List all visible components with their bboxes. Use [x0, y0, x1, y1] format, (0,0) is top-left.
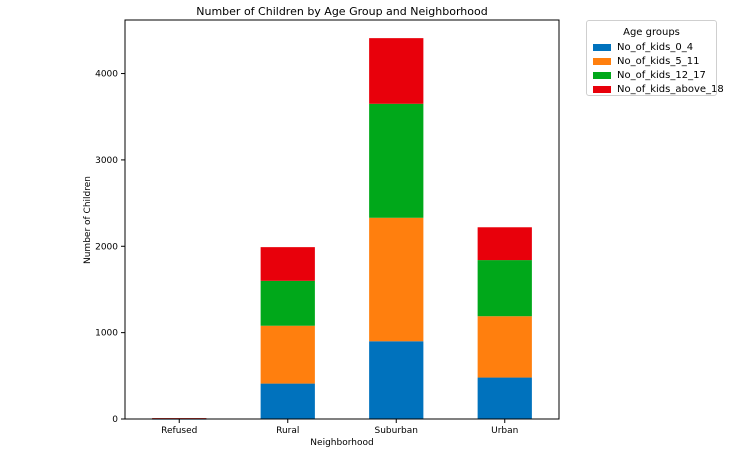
x-axis-label: Neighborhood: [310, 438, 373, 448]
bar-rural-no-of-kids-5-11: [260, 325, 315, 384]
bar-suburban-no-of-kids-12-17: [369, 103, 424, 218]
bar-rural-no-of-kids-0-4: [260, 383, 315, 419]
legend-item: No_of_kids_above_18: [593, 82, 724, 96]
bar-rural-no-of-kids-above-18: [260, 247, 315, 281]
legend-swatch: [593, 43, 611, 51]
legend-label: No_of_kids_above_18: [617, 83, 724, 95]
legend-item: No_of_kids_0_4: [593, 40, 693, 54]
legend-item: No_of_kids_12_17: [593, 68, 706, 82]
bar-suburban-no-of-kids-above-18: [369, 38, 424, 104]
bar-rural-no-of-kids-12-17: [260, 280, 315, 326]
x-tick-label: Suburban: [375, 426, 418, 436]
bar-suburban-no-of-kids-5-11: [369, 217, 424, 342]
chart-title: Number of Children by Age Group and Neig…: [196, 5, 487, 18]
bar-suburban-no-of-kids-0-4: [369, 341, 424, 419]
legend-label: No_of_kids_0_4: [617, 41, 694, 53]
y-tick-label: 3000: [95, 156, 118, 166]
bar-urban-no-of-kids-above-18: [477, 227, 532, 261]
plot-frame: [124, 19, 560, 420]
legend-label: No_of_kids_5_11: [617, 55, 700, 67]
y-tick-label: 0: [112, 415, 118, 425]
legend-title: Age groups: [623, 27, 680, 38]
y-tick-label: 2000: [95, 242, 118, 252]
x-tick-label: Rural: [276, 426, 299, 436]
x-tick-label: Refused: [161, 426, 197, 436]
legend: Age groups No_of_kids_0_4 No_of_kids_5_11…: [586, 20, 724, 96]
x-tick-label: Urban: [491, 426, 518, 436]
bar-urban-no-of-kids-0-4: [477, 377, 532, 419]
legend-label: No_of_kids_12_17: [617, 69, 706, 81]
legend-swatch: [593, 85, 611, 93]
legend-swatch: [593, 57, 611, 65]
bar-urban-no-of-kids-12-17: [477, 260, 532, 317]
bar-urban-no-of-kids-5-11: [477, 316, 532, 378]
y-tick-label: 1000: [95, 329, 118, 339]
y-tick-label: 4000: [95, 70, 118, 80]
y-axis-label: Number of Children: [83, 176, 93, 264]
legend-item: No_of_kids_5_11: [593, 54, 699, 68]
legend-swatch: [593, 71, 611, 79]
